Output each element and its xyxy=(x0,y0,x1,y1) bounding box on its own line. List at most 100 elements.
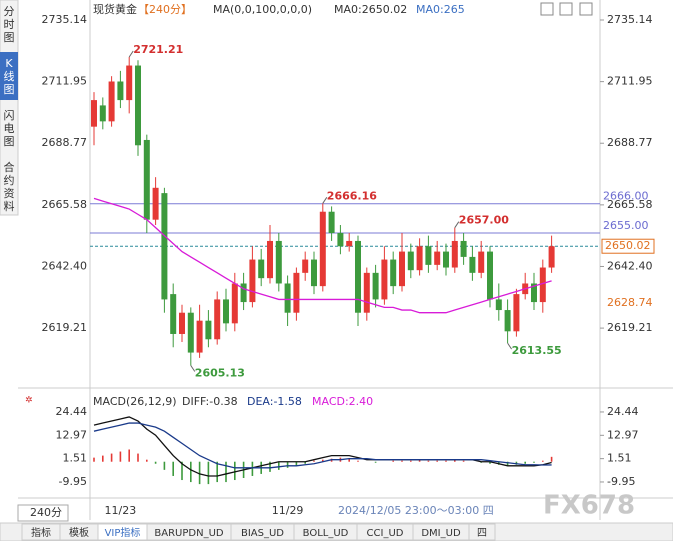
annotation-leader xyxy=(190,365,196,372)
annotation: 2666.16 xyxy=(327,189,377,202)
tab-label: VIP指标 xyxy=(105,526,141,539)
watermark: FX678 xyxy=(543,491,635,521)
macd-bar xyxy=(128,449,130,462)
macd-bar xyxy=(286,461,289,468)
macd-bar xyxy=(163,461,166,470)
last-price-box xyxy=(601,238,655,254)
ma-value: MA0:2650.02 xyxy=(334,3,407,16)
candle-body xyxy=(284,283,291,313)
macd-bar xyxy=(454,459,456,462)
macd-bar xyxy=(198,461,201,485)
tab-label: DMI_UD xyxy=(421,528,461,539)
macd-bar xyxy=(489,461,491,464)
macd-bar xyxy=(278,461,280,470)
macd-bar xyxy=(436,460,438,462)
candle-body xyxy=(91,100,97,127)
candle-body xyxy=(275,240,282,284)
candle-body xyxy=(372,272,379,300)
y-tick-label-right: 2619.21 xyxy=(607,321,653,334)
macd-bar xyxy=(93,457,95,462)
macd-bar xyxy=(154,461,157,464)
candle-body xyxy=(249,259,256,303)
annotation-leader xyxy=(128,50,134,58)
candle-body xyxy=(363,272,370,313)
annotation-leader xyxy=(507,342,513,350)
macd-tick-label: 1.51 xyxy=(63,452,88,465)
candle-body xyxy=(187,312,194,353)
tab-label: BIAS_UD xyxy=(241,528,284,539)
candle-body xyxy=(267,240,273,279)
candle-body xyxy=(399,251,405,287)
candle-body xyxy=(161,193,168,300)
tab[interactable] xyxy=(468,523,496,541)
macd-bar xyxy=(401,460,403,462)
annotation: 2721.21 xyxy=(133,43,183,56)
settings-icon[interactable]: ✲ xyxy=(25,396,33,406)
y-tick-label: 2711.95 xyxy=(42,75,88,88)
candle-body xyxy=(152,187,159,220)
macd-bar xyxy=(251,461,254,476)
macd-bar xyxy=(427,460,430,462)
macd-bar xyxy=(348,458,350,462)
x-tick-label: 11/29 xyxy=(272,504,304,517)
y-tick-label-right: 2642.40 xyxy=(607,259,653,272)
macd-tick-label-right: 24.44 xyxy=(607,405,639,418)
ma-line xyxy=(93,197,552,314)
candle-body xyxy=(407,251,414,271)
macd-tick-label: -9.95 xyxy=(59,475,87,488)
macd-bar xyxy=(207,461,210,485)
macd-bar xyxy=(216,461,218,483)
period-button[interactable] xyxy=(17,504,69,522)
macd-bar xyxy=(102,455,104,462)
candle-body xyxy=(258,259,265,279)
macd-bar xyxy=(190,461,192,483)
macd-bar xyxy=(524,461,526,464)
tab-label: BARUPDN_UD xyxy=(154,528,223,539)
candle-body xyxy=(548,246,555,268)
period-button-label: 240分 xyxy=(30,506,62,519)
macd-tick-label-right: -9.95 xyxy=(607,475,635,488)
macd-bar xyxy=(225,461,227,483)
last-price-label: 2650.02 xyxy=(605,239,651,252)
sidebar-item[interactable]: K 线图 xyxy=(4,57,15,96)
macd-bar xyxy=(357,460,359,462)
tab-label: CCI_UD xyxy=(367,528,404,539)
candle-body xyxy=(355,240,361,313)
y-tick-label: 2735.14 xyxy=(42,13,88,26)
macd-bar xyxy=(137,453,139,462)
candle-body xyxy=(223,299,229,324)
macd-bar xyxy=(146,459,148,462)
candle-body xyxy=(99,105,106,122)
tab-label: 模板 xyxy=(69,526,89,539)
y-tick-label: 2665.58 xyxy=(42,198,88,211)
candle-body xyxy=(328,211,335,233)
x-tick-label: 11/23 xyxy=(105,504,137,517)
y-tick-label-right: 2688.77 xyxy=(607,136,653,149)
toolbar-icons[interactable] xyxy=(540,2,593,16)
ma-label: 2628.74 xyxy=(607,296,653,309)
macd-bar xyxy=(550,456,553,462)
macd-bar xyxy=(410,460,412,462)
sidebar-item[interactable]: 分时图 xyxy=(4,5,15,44)
candle-body xyxy=(311,259,317,287)
macd-bar xyxy=(462,460,465,462)
macd-bar xyxy=(181,461,183,481)
y-tick-label-right: 2711.95 xyxy=(607,75,653,88)
candle-body xyxy=(126,65,133,101)
annotation: 2657.00 xyxy=(459,214,509,227)
candle-body xyxy=(205,320,212,340)
annotation-leader xyxy=(454,221,460,228)
candle-body xyxy=(478,251,485,273)
macd-bar xyxy=(269,461,271,472)
macd-dea: DEA:-1.58 xyxy=(247,395,302,408)
macd-bar xyxy=(110,453,113,462)
macd-bar xyxy=(295,461,298,466)
sidebar-item[interactable]: 闪电图 xyxy=(4,108,15,148)
period: 【240分】 xyxy=(138,3,192,16)
macd-bar xyxy=(445,460,447,462)
macd-bar xyxy=(304,461,306,464)
macd-bar xyxy=(374,461,377,463)
sidebar-item[interactable]: 合约资料 xyxy=(4,160,15,213)
instrument: 现货黄金 xyxy=(93,2,137,16)
